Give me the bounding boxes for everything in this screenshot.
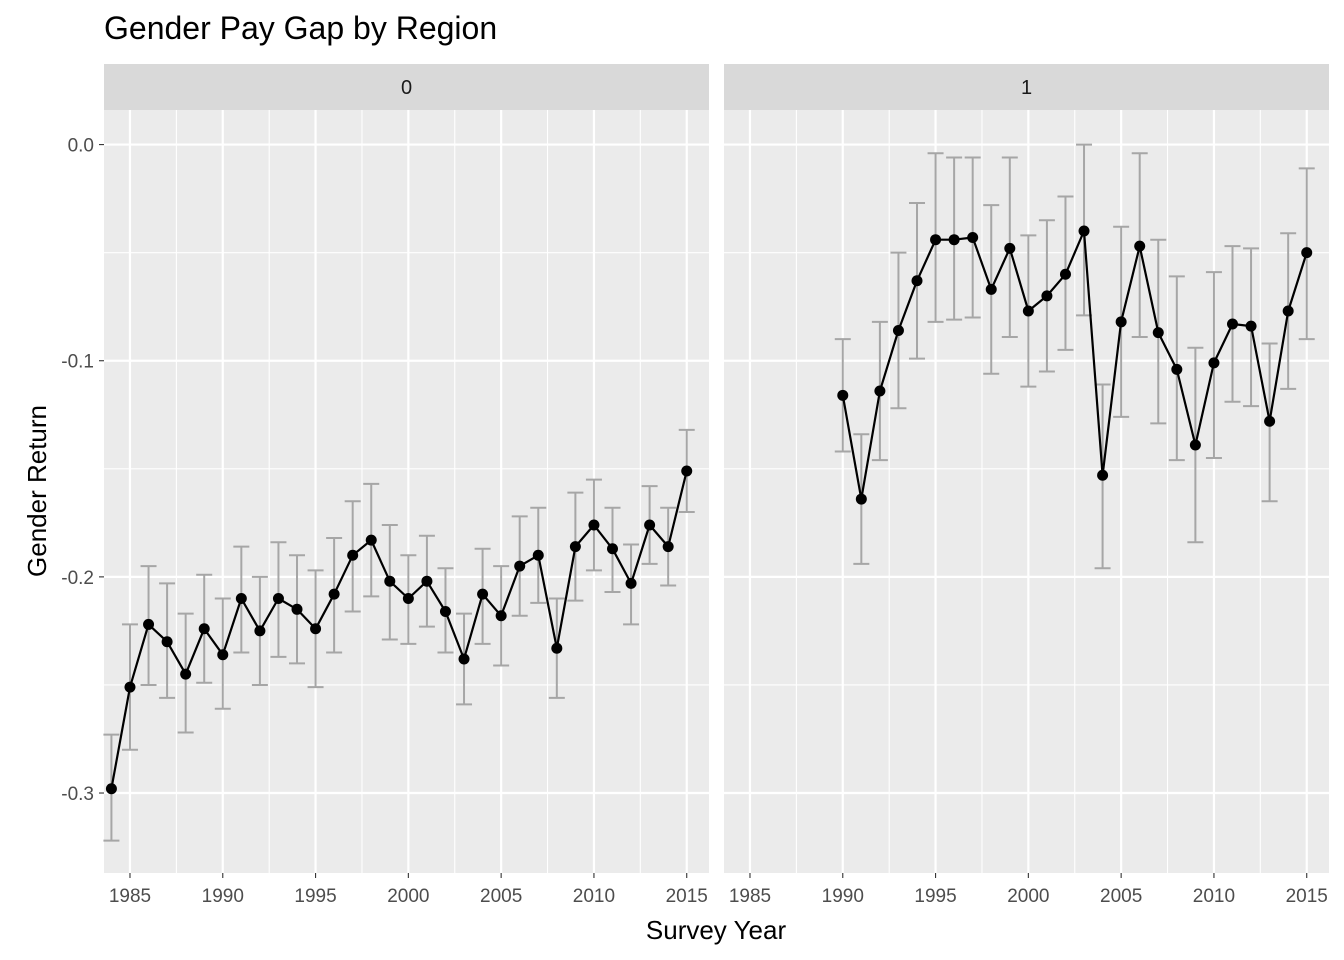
x-tick-label: 2000	[387, 886, 429, 907]
data-point	[1152, 327, 1164, 339]
data-point	[1041, 290, 1053, 302]
data-point	[1189, 439, 1201, 451]
data-point	[514, 560, 526, 572]
chart-title: Gender Pay Gap by Region	[104, 10, 497, 46]
panel-background	[724, 110, 1329, 873]
facet-strip-1	[724, 64, 1329, 110]
data-point	[180, 668, 192, 680]
x-tick-label: 2015	[1286, 886, 1328, 907]
data-point	[1004, 242, 1016, 254]
data-point	[930, 234, 942, 246]
y-tick-label: -0.3	[61, 784, 94, 805]
data-point	[198, 623, 210, 635]
data-point	[1059, 268, 1071, 280]
data-point	[644, 519, 656, 531]
data-point	[495, 610, 507, 622]
facet-panel-0: 0 1985 1990 1995 2000 2005 2010 2015 0.0 -0.1 -0.2…	[61, 64, 709, 907]
y-tick-label: -0.1	[61, 352, 94, 373]
facet-strip-label: 0	[401, 77, 412, 99]
data-point	[1301, 247, 1313, 259]
data-point	[477, 588, 489, 600]
data-point	[1134, 240, 1146, 252]
data-point	[681, 465, 693, 477]
x-tick-label: 1990	[822, 886, 864, 907]
data-point	[161, 636, 173, 648]
data-point	[291, 603, 303, 615]
data-point	[911, 275, 923, 287]
x-tick-label: 2000	[1007, 886, 1049, 907]
y-tick-label: -0.2	[61, 568, 94, 589]
data-point	[532, 549, 544, 561]
facet-strip-0	[104, 64, 709, 110]
data-point	[1097, 469, 1109, 481]
x-tick-label: 2005	[1100, 886, 1142, 907]
data-point	[1022, 305, 1034, 317]
panel-background	[104, 110, 709, 873]
data-point	[439, 605, 451, 617]
x-tick-label: 2015	[666, 886, 708, 907]
data-point	[384, 575, 396, 587]
data-point	[551, 642, 563, 654]
data-point	[217, 649, 229, 661]
x-tick-label: 2010	[1193, 886, 1235, 907]
data-point	[124, 681, 136, 693]
data-point	[1245, 320, 1257, 332]
data-point	[855, 493, 867, 505]
data-point	[967, 232, 979, 244]
data-point	[105, 783, 117, 795]
data-point	[985, 283, 997, 295]
series-line	[841, 229, 1308, 501]
data-point	[402, 592, 414, 604]
data-point	[1115, 316, 1127, 328]
data-point	[235, 592, 247, 604]
facet-strip-label: 1	[1021, 77, 1032, 99]
data-point	[310, 623, 322, 635]
x-tick-label: 1990	[202, 886, 244, 907]
x-tick-label: 1995	[914, 886, 956, 907]
data-point	[421, 575, 433, 587]
data-point	[1208, 357, 1220, 369]
data-point	[588, 519, 600, 531]
data-point	[1226, 318, 1238, 330]
x-tick-label: 2005	[480, 886, 522, 907]
data-point	[254, 625, 266, 637]
y-tick-label: 0.0	[68, 136, 94, 157]
x-tick-label: 1985	[729, 886, 771, 907]
data-point	[837, 389, 849, 401]
data-point	[606, 543, 618, 555]
data-point	[143, 618, 155, 630]
x-axis-title: Survey Year	[646, 915, 787, 945]
data-point	[569, 541, 581, 553]
data-point	[874, 385, 886, 397]
data-point	[272, 592, 284, 604]
data-point	[1171, 363, 1183, 375]
data-point	[1282, 305, 1294, 317]
facet-panel-1: 1 1985 1990 1995 2000 2005 2010 2015	[724, 64, 1329, 907]
data-point	[347, 549, 359, 561]
data-point	[948, 234, 960, 246]
data-point	[625, 577, 637, 589]
data-point	[1078, 225, 1090, 237]
x-tick-label: 1985	[109, 886, 151, 907]
data-point	[892, 324, 904, 336]
data-point	[458, 653, 470, 665]
data-point	[365, 534, 377, 546]
data-point	[662, 541, 674, 553]
x-tick-label: 1995	[294, 886, 336, 907]
x-tick-label: 2010	[573, 886, 615, 907]
data-point	[328, 588, 340, 600]
y-axis-title: Gender Return	[22, 405, 52, 577]
panels-layer: 0 1985 1990 1995 2000 2005 2010 2015 0.0 -0.1 -0.2…	[61, 64, 1329, 907]
data-point	[1264, 415, 1276, 427]
